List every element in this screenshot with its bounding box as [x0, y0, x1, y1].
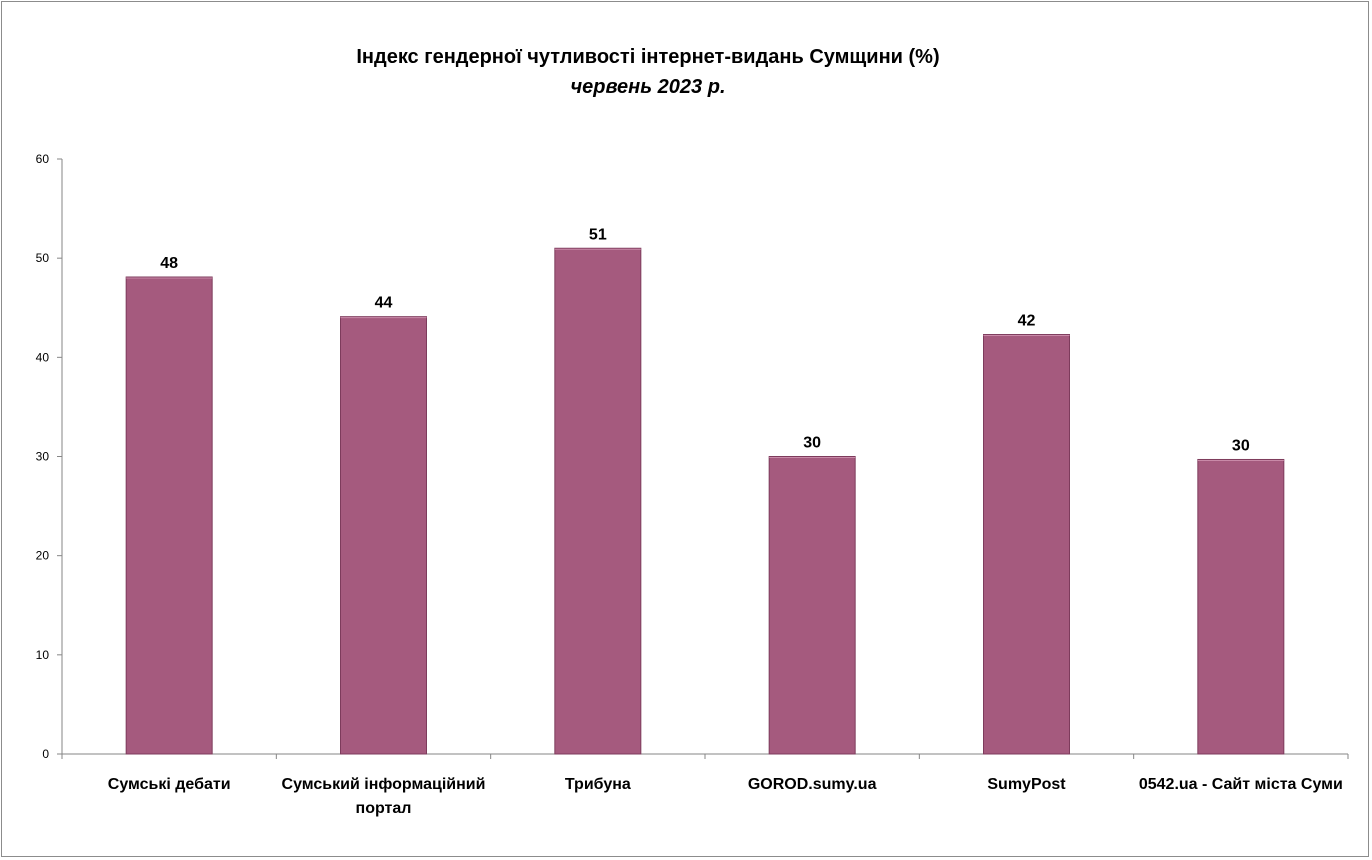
data-label: 30 [1232, 437, 1250, 454]
x-category-label: Сумський інформаційний [282, 776, 486, 793]
x-category-label: портал [356, 800, 412, 817]
data-label: 30 [803, 435, 821, 452]
bar [340, 316, 427, 755]
y-tick-label: 40 [36, 350, 50, 364]
bar [1197, 458, 1285, 755]
bar [125, 276, 213, 755]
data-label: 44 [375, 295, 393, 312]
y-tick-label: 50 [36, 251, 50, 265]
bar [768, 456, 856, 755]
data-label: 42 [1018, 313, 1036, 330]
chart-title: Індекс гендерної чутливості інтернет-вид… [356, 46, 940, 68]
y-tick-label: 60 [36, 152, 50, 166]
x-category-label: SumyPost [987, 776, 1066, 793]
y-tick-label: 30 [36, 450, 50, 464]
chart-subtitle: червень 2023 р. [570, 76, 726, 98]
y-tick-label: 10 [36, 648, 50, 662]
bar [554, 247, 642, 755]
data-label: 48 [160, 255, 178, 272]
y-tick-label: 20 [36, 549, 50, 563]
y-tick-label: 0 [42, 747, 49, 761]
x-category-label: GOROD.sumy.ua [748, 776, 877, 793]
data-label: 51 [589, 226, 607, 243]
x-category-label: 0542.ua - Сайт міста Суми [1139, 776, 1343, 793]
x-category-label: Трибуна [565, 776, 631, 793]
bar [983, 334, 1070, 755]
x-category-label: Сумські дебати [108, 776, 231, 793]
